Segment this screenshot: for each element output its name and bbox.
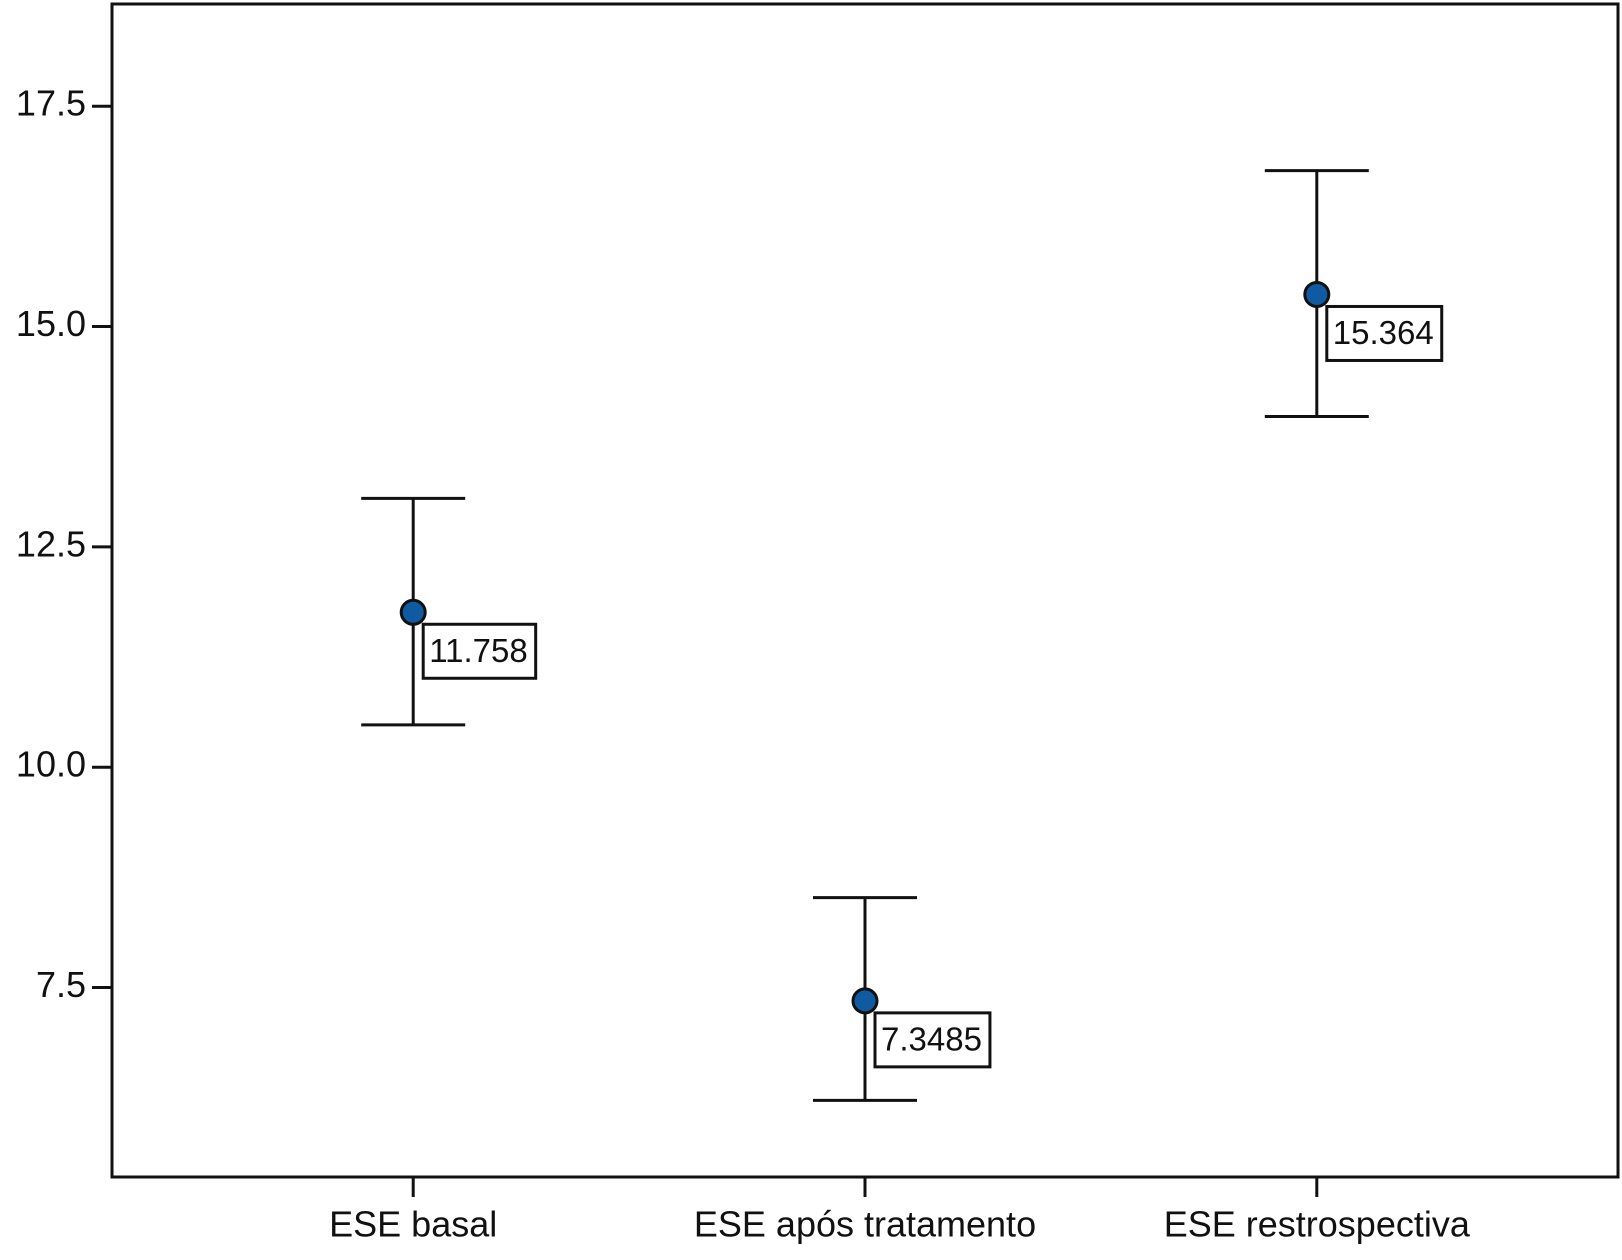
point <box>399 598 427 626</box>
point <box>1303 280 1331 308</box>
value-label-box <box>1325 304 1444 362</box>
y-tick-label: 10.0 <box>16 744 86 785</box>
x-tick-label: ESE basal <box>329 1204 497 1245</box>
y-tick-label: 7.5 <box>36 964 86 1005</box>
y-tick-label: 15.0 <box>16 303 86 344</box>
y-tick-label: 12.5 <box>16 523 86 564</box>
value-label: 7.3485 <box>881 1021 982 1058</box>
y-tick-label: 17.5 <box>16 83 86 124</box>
value-label: 11.758 <box>429 632 527 669</box>
value-label-box <box>873 1011 992 1069</box>
x-tick-label: ESE restrospectiva <box>1164 1204 1471 1245</box>
point <box>851 987 879 1015</box>
value-label: 15.364 <box>1333 314 1434 351</box>
value-label-box <box>421 622 538 680</box>
x-tick-label: ESE após tratamento <box>694 1204 1036 1245</box>
